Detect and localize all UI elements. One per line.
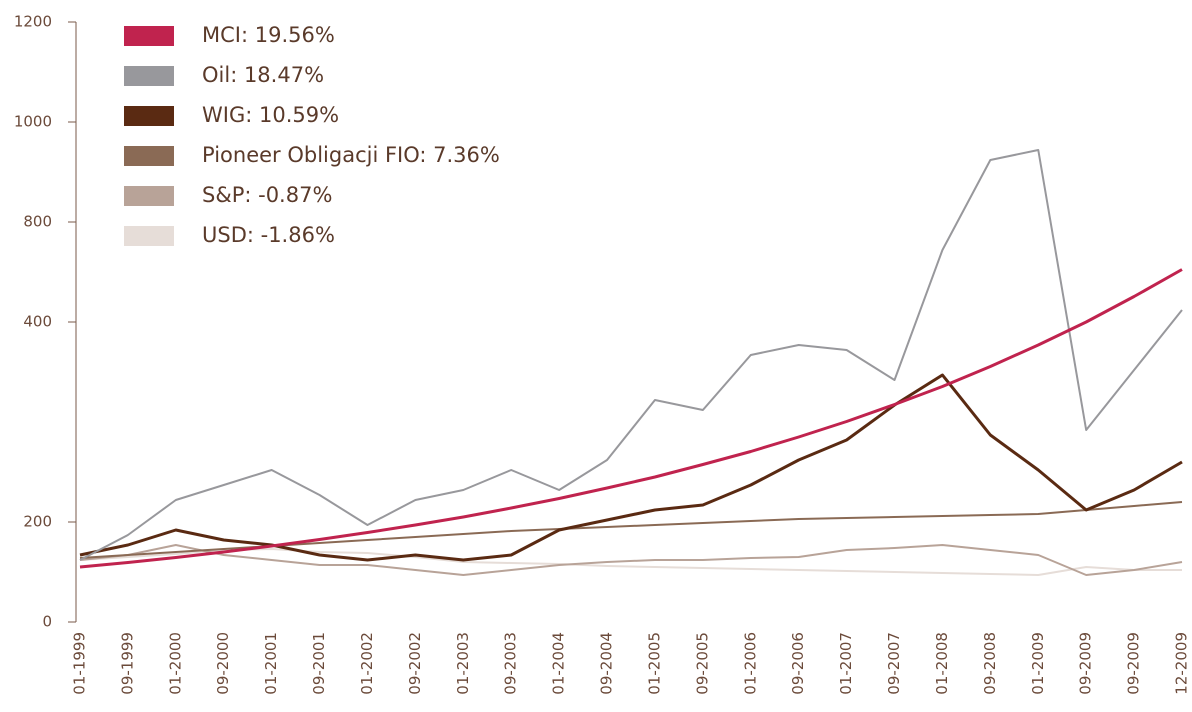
x-tick-label: 09-2003	[502, 632, 520, 695]
series-line	[79, 373, 1183, 562]
y-tick-label: 800	[23, 213, 52, 231]
legend-swatch	[124, 26, 174, 46]
x-tick-label: 09-2009	[1077, 632, 1095, 695]
x-tick-label: 09-1999	[118, 632, 136, 695]
legend-label: WIG: 10.59%	[202, 103, 339, 127]
x-tick-label: 09-2006	[789, 632, 807, 695]
x-tick-label: 09-2004	[598, 632, 616, 695]
y-tick-label: 0	[42, 613, 52, 631]
x-tick-label: 09-2008	[981, 632, 999, 695]
x-tick-label: 09-2000	[214, 632, 232, 695]
y-tick-label: 200	[23, 513, 52, 531]
series-line	[79, 544, 1183, 576]
legend-label: MCI: 19.56%	[202, 23, 335, 47]
y-tick-label: 1200	[14, 13, 52, 31]
x-tick-label: 01-2000	[166, 632, 184, 695]
legend-swatch	[124, 186, 174, 206]
y-tick-label: 1000	[14, 113, 52, 131]
x-tick-label: 09-2009	[1125, 632, 1143, 695]
legend-swatch	[124, 226, 174, 246]
legend-label: Pioneer Obligacji FIO: 7.36%	[202, 143, 500, 167]
legend-swatch	[124, 106, 174, 126]
x-tick-label: 01-2001	[262, 632, 280, 695]
y-tick-label: 400	[23, 313, 52, 331]
legend-label: S&P: -0.87%	[202, 183, 332, 207]
x-tick-label: 09-2005	[693, 632, 711, 695]
legend-swatch	[124, 66, 174, 86]
legend-swatch	[124, 146, 174, 166]
x-tick-label: 01-2002	[358, 632, 376, 695]
x-tick-label: 01-2004	[550, 632, 568, 695]
legend-label: USD: -1.86%	[202, 223, 335, 247]
x-tick-label: 01-2005	[645, 632, 663, 695]
x-tick-label: 01-2006	[741, 632, 759, 695]
series-line	[79, 149, 1183, 561]
series-line	[79, 548, 1182, 576]
x-tick-label: 01-2003	[454, 632, 472, 695]
x-tick-label: 09-2001	[310, 632, 328, 695]
x-tick-label: 01-2008	[933, 632, 951, 695]
x-tick-label: 01-2007	[837, 632, 855, 695]
series-line	[79, 268, 1183, 569]
x-tick-label: 01-1999	[71, 632, 89, 695]
x-tick-label: 12-2009	[1173, 632, 1191, 695]
legend-label: Oil: 18.47%	[202, 63, 324, 87]
x-tick-label: 09-2002	[406, 632, 424, 695]
x-tick-label: 09-2007	[885, 632, 903, 695]
x-tick-label: 01-2009	[1029, 632, 1047, 695]
